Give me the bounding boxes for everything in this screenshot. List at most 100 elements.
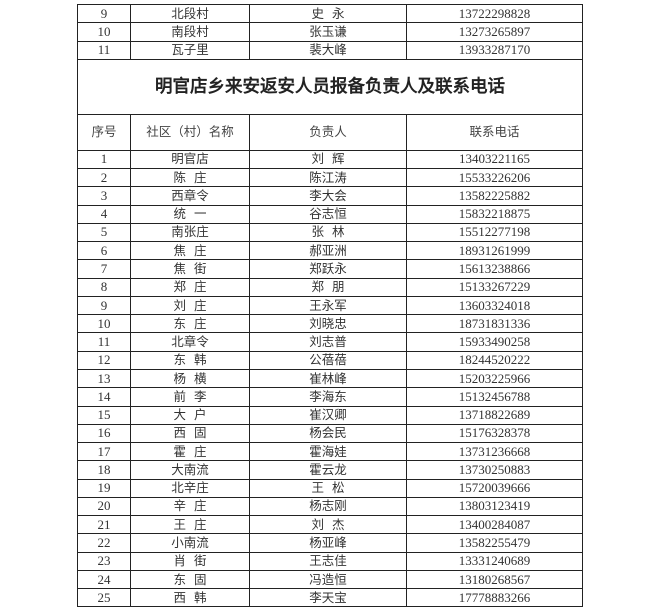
cell-no: 12 (77, 350, 131, 370)
cell-person: 负责人 (249, 113, 407, 151)
cell-phone: 13730250883 (406, 460, 583, 480)
cell-no: 21 (77, 515, 131, 535)
cell-person: 史 永 (249, 3, 407, 24)
table-title: 明官店乡来安返安人员报备负责人及联系电话 (77, 58, 583, 115)
cell-village: 郑 庄 (130, 277, 250, 297)
cell-no: 14 (77, 387, 131, 407)
cell-no: 7 (77, 259, 131, 279)
cell-village: 东 韩 (130, 350, 250, 370)
cell-village: 东 固 (130, 569, 250, 590)
table-row: 10 南段村 张玉谦 13273265897 (77, 22, 583, 42)
cell-no: 9 (77, 295, 131, 316)
cell-no: 25 (77, 588, 131, 608)
cell-person: 王志佳 (249, 551, 407, 571)
cell-no: 11 (77, 40, 131, 60)
cell-phone: 15132456788 (406, 387, 583, 407)
cell-no: 15 (77, 405, 131, 425)
cell-village: 统 一 (130, 204, 250, 224)
cell-village: 西章令 (130, 186, 250, 206)
cell-phone: 13180268567 (406, 569, 583, 590)
cell-phone: 18931261999 (406, 241, 583, 261)
cell-phone: 15933490258 (406, 332, 583, 352)
cell-village: 南张庄 (130, 222, 250, 243)
cell-phone: 18731831336 (406, 314, 583, 334)
cell-person: 刘 辉 (249, 149, 407, 170)
cell-phone: 13731236668 (406, 442, 583, 462)
cell-village: 北辛庄 (130, 478, 250, 498)
cell-person: 刘 杰 (249, 515, 407, 535)
cell-phone: 13722298828 (406, 3, 583, 24)
cell-village: 杨 横 (130, 368, 250, 389)
cell-village: 焦 庄 (130, 241, 250, 261)
cell-person: 崔林峰 (249, 368, 407, 389)
cell-no: 18 (77, 460, 131, 480)
cell-village: 大南流 (130, 460, 250, 480)
cell-phone: 15176328378 (406, 423, 583, 444)
table-row: 17 霍 庄霍海娃 13731236668 (77, 442, 583, 462)
cell-no: 2 (77, 168, 131, 188)
cell-no: 13 (77, 368, 131, 389)
cell-phone: 13718822689 (406, 405, 583, 425)
cell-village: 瓦子里 (130, 40, 250, 60)
cell-phone: 15203225966 (406, 368, 583, 389)
table-row: 11 北章令 刘志普 15933490258 (77, 332, 583, 352)
cell-village: 北章令 (130, 332, 250, 352)
table-row: 18 大南流 霍云龙 13730250883 (77, 460, 583, 480)
cell-phone: 15533226206 (406, 168, 583, 188)
cell-phone: 15720039666 (406, 478, 583, 498)
cell-village: 东 庄 (130, 314, 250, 334)
cell-person: 李大会 (249, 186, 407, 206)
table-row: 11 瓦子里 裴大峰 13933287170 (77, 40, 583, 60)
cell-person: 刘志普 (249, 332, 407, 352)
table-row: 20 辛 庄杨志刚 13803123419 (77, 496, 583, 517)
cell-phone: 13400284087 (406, 515, 583, 535)
cell-phone: 18244520222 (406, 350, 583, 370)
table-row: 9 北段村史 永 13722298828 (77, 3, 583, 24)
cell-phone: 13582225882 (406, 186, 583, 206)
table-header: 序号 社区（村）名称 负责人 联系电话 (77, 113, 583, 151)
cell-village: 社区（村）名称 (130, 113, 250, 151)
table-row: 10 东 庄刘晓忠 18731831336 (77, 314, 583, 334)
cell-phone: 13803123419 (406, 496, 583, 517)
table-row: 15 大 户崔汉卿 13718822689 (77, 405, 583, 425)
cell-village: 辛 庄 (130, 496, 250, 517)
cell-person: 刘晓忠 (249, 314, 407, 334)
cell-village: 肖 街 (130, 551, 250, 571)
cell-person: 张 林 (249, 222, 407, 243)
table-row: 5 南张庄张 林 15512277198 (77, 222, 583, 243)
cell-village: 西 固 (130, 423, 250, 444)
cell-phone: 13603324018 (406, 295, 583, 316)
cell-phone: 13403221165 (406, 149, 583, 170)
cell-no: 17 (77, 442, 131, 462)
cell-phone: 15512277198 (406, 222, 583, 243)
cell-village: 北段村 (130, 3, 250, 24)
cell-person: 公蓓蓓 (249, 350, 407, 370)
cell-no: 5 (77, 222, 131, 243)
cell-person: 郝亚洲 (249, 241, 407, 261)
cell-village: 刘 庄 (130, 295, 250, 316)
cell-no: 16 (77, 423, 131, 444)
cell-phone: 13582255479 (406, 533, 583, 553)
table-row: 23 肖 街王志佳 13331240689 (77, 551, 583, 571)
cell-phone: 13273265897 (406, 22, 583, 42)
table-row: 22 小南流 杨亚峰 13582255479 (77, 533, 583, 553)
cell-phone: 联系电话 (406, 113, 583, 151)
table-row: 16 西 固杨会民 15176328378 (77, 423, 583, 444)
cell-person: 李天宝 (249, 588, 407, 608)
cell-village: 大 户 (130, 405, 250, 425)
cell-no: 9 (77, 3, 131, 24)
cell-no: 19 (77, 478, 131, 498)
cell-person: 崔汉卿 (249, 405, 407, 425)
cell-person: 霍云龙 (249, 460, 407, 480)
cell-person: 冯造恒 (249, 569, 407, 590)
cell-no: 10 (77, 22, 131, 42)
cell-person: 张玉谦 (249, 22, 407, 42)
table-row: 21 王 庄刘 杰 13400284087 (77, 515, 583, 535)
cell-no: 11 (77, 332, 131, 352)
cell-no: 6 (77, 241, 131, 261)
table-row: 14 前 李李海东 15132456788 (77, 387, 583, 407)
